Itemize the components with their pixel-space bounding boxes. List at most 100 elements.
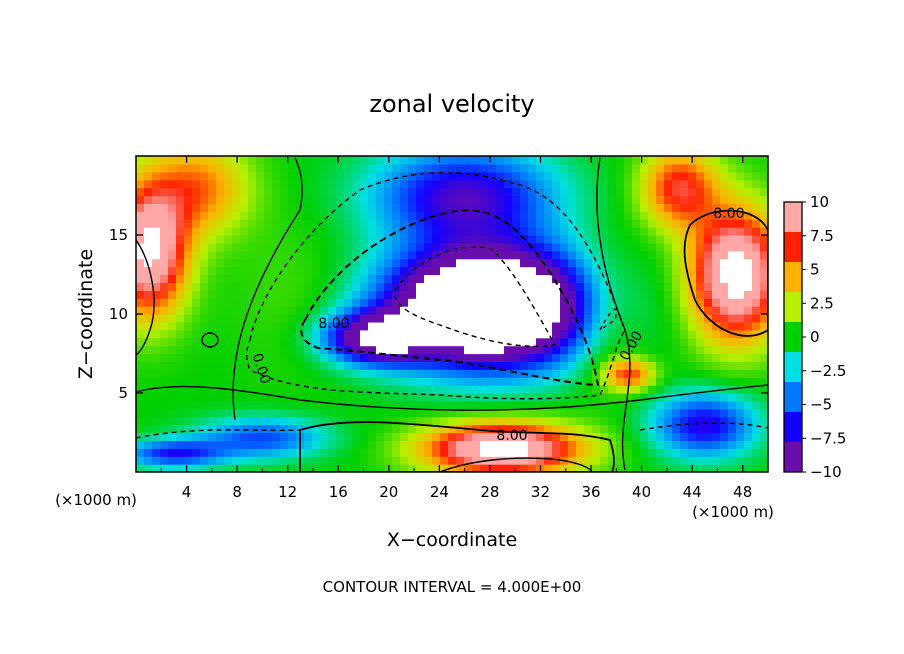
heatmap-cell (560, 266, 569, 276)
heatmap-cell (296, 424, 305, 434)
heatmap-cell (312, 266, 321, 276)
heatmap-cell (248, 448, 257, 457)
heatmap-cell (552, 400, 561, 410)
heatmap-cell (368, 274, 377, 283)
heatmap-cell (280, 298, 289, 307)
heatmap-cell (640, 290, 649, 299)
heatmap-cell (624, 227, 633, 236)
heatmap-cell (272, 464, 281, 472)
heatmap-cell (712, 242, 721, 252)
heatmap-cell (720, 440, 729, 449)
heatmap-cell (208, 361, 217, 370)
heatmap-cell (400, 361, 409, 370)
heatmap-cell (200, 432, 209, 441)
heatmap-cell (200, 156, 209, 165)
heatmap-cell (464, 306, 473, 315)
heatmap-cell (448, 179, 457, 189)
heatmap-cell (504, 274, 513, 283)
heatmap-cell (288, 242, 297, 252)
heatmap-cell (184, 290, 193, 299)
heatmap-cell (560, 361, 569, 370)
heatmap-cell (488, 266, 497, 276)
heatmap-cell (472, 187, 481, 197)
heatmap-cell (400, 298, 409, 307)
heatmap-cell (680, 456, 689, 465)
heatmap-cell (464, 282, 473, 291)
heatmap-cell (544, 258, 553, 268)
heatmap-cell (224, 314, 233, 323)
heatmap-cell (520, 171, 529, 181)
heatmap-cell (224, 456, 233, 465)
heatmap-cell (240, 282, 249, 291)
heatmap-cell (192, 329, 201, 339)
heatmap-cell (520, 393, 529, 402)
heatmap-cell (496, 361, 505, 370)
heatmap-cell (168, 258, 177, 268)
heatmap-cell (688, 274, 697, 283)
heatmap-cell (480, 163, 489, 173)
heatmap-cell (696, 163, 705, 173)
heatmap-cell (544, 369, 553, 378)
heatmap-cell (248, 440, 257, 449)
heatmap-cell (176, 416, 185, 426)
heatmap-cell (352, 258, 361, 268)
heatmap-cell (392, 250, 401, 260)
heatmap-cell (168, 432, 177, 441)
heatmap-cell (216, 329, 225, 339)
heatmap-cell (144, 440, 153, 449)
heatmap-cell (656, 274, 665, 283)
heatmap-cell (712, 448, 721, 457)
heatmap-cell (560, 282, 569, 291)
heatmap-cell (272, 424, 281, 434)
heatmap-cell (512, 171, 521, 181)
heatmap-cell (648, 345, 657, 355)
heatmap-cell (472, 464, 481, 472)
heatmap-cell (216, 306, 225, 315)
heatmap-cell (712, 337, 721, 347)
heatmap-cell (272, 298, 281, 307)
heatmap-cell (696, 219, 705, 228)
heatmap-cell (744, 321, 753, 331)
heatmap-cell (448, 448, 457, 457)
heatmap-cell (728, 345, 737, 355)
heatmap-cell (720, 329, 729, 339)
heatmap-cell (264, 282, 273, 291)
heatmap-cell (368, 282, 377, 291)
heatmap-cell (664, 203, 673, 212)
heatmap-cell (720, 219, 729, 228)
heatmap-cell (328, 353, 337, 362)
heatmap-cell (640, 235, 649, 244)
heatmap-cell (592, 337, 601, 347)
heatmap-cell (384, 369, 393, 378)
heatmap-cell (712, 345, 721, 355)
heatmap-cell (488, 211, 497, 220)
heatmap-cell (736, 314, 745, 323)
heatmap-cell (680, 163, 689, 173)
heatmap-cell (480, 424, 489, 434)
heatmap-cell (336, 432, 345, 441)
heatmap-cell (448, 369, 457, 378)
heatmap-cell (680, 361, 689, 370)
heatmap-cell (272, 345, 281, 355)
heatmap-cell (536, 353, 545, 362)
heatmap-cell (328, 227, 337, 236)
heatmap-cell (136, 306, 145, 315)
heatmap-cell (208, 314, 217, 323)
contour-line (245, 171, 626, 400)
heatmap-cell (456, 353, 465, 362)
heatmap-cell (392, 274, 401, 283)
heatmap-cell (600, 227, 609, 236)
heatmap-cell (424, 203, 433, 212)
heatmap-cell (264, 464, 273, 472)
heatmap-cell (416, 321, 425, 331)
heatmap-cell (344, 385, 353, 394)
heatmap-cell (760, 424, 768, 434)
heatmap-cell (696, 156, 705, 165)
heatmap-cell (280, 385, 289, 394)
heatmap-cell (704, 235, 713, 244)
heatmap-cell (632, 156, 641, 165)
heatmap-cell (216, 345, 225, 355)
heatmap-cell (488, 464, 497, 472)
heatmap-cell (456, 187, 465, 197)
heatmap-cell (288, 250, 297, 260)
